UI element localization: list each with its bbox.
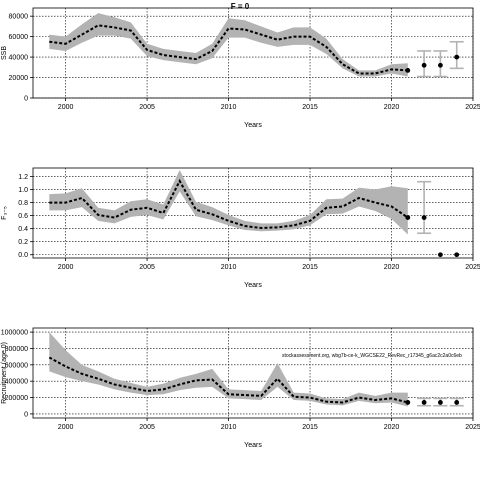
fbar-x-tick-label: 2005 — [139, 264, 155, 271]
recruitment-y-tick-label: 200000 — [5, 395, 28, 402]
ssb-x-tick-label: 2000 — [58, 104, 74, 111]
recruitment-x-tick-label: 2000 — [58, 424, 74, 431]
fbar-x-tick-label: 2000 — [58, 264, 74, 271]
fbar-forecast-point — [405, 215, 411, 220]
recruitment-y-tick-label: 400000 — [5, 379, 28, 386]
fbar-forecast-point — [438, 252, 443, 258]
fbar-y-tick-label: 0.6 — [18, 213, 28, 220]
recruitment-x-tick-label: 2015 — [302, 424, 318, 431]
recruitment-x-tick-label: 2025 — [465, 424, 480, 431]
ssb-forecast-point — [454, 54, 460, 60]
recruitment-y-axis-label: Recruitment (age 0) — [1, 342, 8, 404]
fbar-y-tick-label: 0.2 — [18, 239, 28, 246]
recruitment-x-tick-label: 2010 — [221, 424, 237, 431]
ssb-x-tick-label: 2025 — [465, 104, 480, 111]
recruitment-forecast-point — [421, 400, 427, 405]
ssb-x-tick-label: 2005 — [139, 104, 155, 111]
ssb-x-tick-label: 2015 — [302, 104, 318, 111]
recruitment-y-tick-label: 1000000 — [1, 330, 28, 337]
recruitment-forecast-point — [405, 400, 411, 405]
ssb-y-tick-label: 0 — [24, 96, 28, 103]
fbar-estimate-line — [49, 178, 409, 230]
ssb-y-tick-label: 20000 — [9, 75, 29, 82]
fbar-x-tick-label: 2020 — [384, 264, 400, 271]
recruitment-confidence-band — [49, 332, 408, 407]
fbar-x-tick-label: 2015 — [302, 264, 318, 271]
fbar-x-tick-label: 2010 — [221, 264, 237, 271]
fbar-y-tick-label: 0.4 — [18, 226, 28, 233]
recruitment-forecast-point — [438, 400, 443, 405]
ssb-x-tick-label: 2020 — [384, 104, 400, 111]
ssb-panel: 2000 2005 2010 2015 2020 2025 0 20000 40000 60000… — [1, 7, 480, 129]
ssb-y-tick-label: 80000 — [9, 14, 29, 21]
ssb-estimate-line — [49, 24, 408, 75]
fbar-x-axis-label: Years — [244, 282, 262, 289]
ssb-x-axis-label: Years — [244, 122, 262, 129]
recruitment-x-tick-label: 2005 — [139, 424, 155, 431]
fbar-forecast-point — [421, 215, 427, 220]
panels: 2000 2005 2010 2015 2020 20250200004000060000… — [1, 7, 480, 449]
recruitment-y-tick-label: 0 — [24, 411, 28, 418]
ssb-y-tick-label: 60000 — [9, 34, 29, 41]
fbar-plot-frame — [32, 167, 474, 259]
recruitment-forecast-point — [454, 400, 460, 405]
assessment-annotation: stockassessment.org, wbg7b-ce-k_WGCSE22_… — [282, 353, 462, 359]
recruitment-panel: 2000 2005 2010 2015 2020 2025 0 200000 400000 600… — [1, 327, 480, 449]
ssb-forecast-point — [438, 62, 443, 68]
recruitment-x-tick-label: 2020 — [384, 424, 400, 431]
fbar-x-tick-label: 2025 — [465, 264, 480, 271]
fbar-panel: 2000 2005 2010 2015 2020 2025 0.0 0.2 0.4 0.6 0.8 1… — [1, 167, 480, 289]
ssb-forecast-point — [405, 67, 411, 73]
fbar-y-tick-label: 0.8 — [18, 200, 28, 207]
recruitment-estimate-line — [48, 356, 409, 404]
recruitment-y-tick-label: 600000 — [5, 362, 28, 369]
recruitment-plot-frame — [32, 327, 474, 419]
recruitment-x-axis-label: Years — [244, 442, 262, 449]
ssb-confidence-band — [49, 13, 408, 77]
fbar-y-tick-label: 0.0 — [18, 252, 28, 259]
recruitment-y-tick-label: 800000 — [5, 346, 28, 353]
fbar-forecast-point — [454, 252, 460, 258]
figure-title: F = 0 — [231, 2, 250, 11]
fbar-y-tick-label: 1.2 — [18, 174, 28, 181]
fbar-confidence-band — [49, 169, 408, 235]
fbar-y-tick-label: 1.0 — [18, 187, 28, 194]
fbar-y-axis-label: F₃₋₅ — [1, 206, 8, 220]
ssb-y-axis-label: SSB — [1, 46, 8, 60]
ssb-x-tick-label: 2010 — [221, 104, 237, 111]
ssb-y-tick-label: 40000 — [9, 55, 29, 62]
ssb-forecast-point — [421, 62, 427, 68]
ssb-plot-frame — [32, 7, 474, 99]
